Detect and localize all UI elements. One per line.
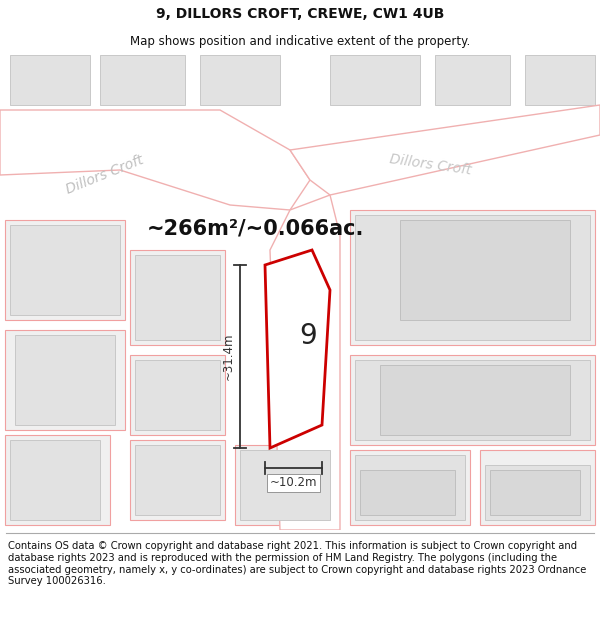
Polygon shape [135, 445, 220, 515]
Text: 9: 9 [299, 322, 317, 349]
Polygon shape [270, 195, 340, 530]
Polygon shape [290, 105, 600, 195]
Text: ~10.2m: ~10.2m [270, 476, 317, 489]
Polygon shape [235, 445, 335, 525]
Text: Dillors Croft: Dillors Croft [388, 152, 472, 178]
Polygon shape [130, 250, 225, 345]
Polygon shape [135, 255, 220, 340]
Polygon shape [435, 55, 510, 105]
Polygon shape [350, 210, 595, 345]
Text: Map shows position and indicative extent of the property.: Map shows position and indicative extent… [130, 34, 470, 48]
Text: Contains OS data © Crown copyright and database right 2021. This information is : Contains OS data © Crown copyright and d… [8, 541, 586, 586]
Polygon shape [5, 435, 110, 525]
Polygon shape [5, 220, 125, 320]
Polygon shape [490, 470, 580, 515]
Polygon shape [130, 355, 225, 435]
Polygon shape [480, 450, 595, 525]
Polygon shape [485, 465, 590, 520]
Polygon shape [5, 330, 125, 430]
Polygon shape [355, 360, 590, 440]
Polygon shape [10, 55, 90, 105]
Polygon shape [350, 355, 595, 445]
Polygon shape [265, 250, 330, 448]
Polygon shape [330, 55, 420, 105]
Text: ~266m²/~0.066ac.: ~266m²/~0.066ac. [146, 218, 364, 238]
Polygon shape [525, 55, 595, 105]
Polygon shape [355, 455, 465, 520]
Text: 9, DILLORS CROFT, CREWE, CW1 4UB: 9, DILLORS CROFT, CREWE, CW1 4UB [156, 7, 444, 21]
Polygon shape [355, 215, 590, 340]
Polygon shape [360, 470, 455, 515]
Polygon shape [10, 440, 100, 520]
Polygon shape [380, 365, 570, 435]
Polygon shape [200, 55, 280, 105]
Polygon shape [130, 440, 225, 520]
Text: ~31.4m: ~31.4m [221, 332, 235, 380]
Polygon shape [240, 450, 330, 520]
Polygon shape [350, 450, 470, 525]
Polygon shape [135, 360, 220, 430]
Polygon shape [10, 225, 120, 315]
Polygon shape [100, 55, 185, 105]
Polygon shape [0, 110, 310, 210]
Polygon shape [400, 220, 570, 320]
Text: Dillors Croft: Dillors Croft [64, 153, 146, 197]
Polygon shape [15, 335, 115, 425]
